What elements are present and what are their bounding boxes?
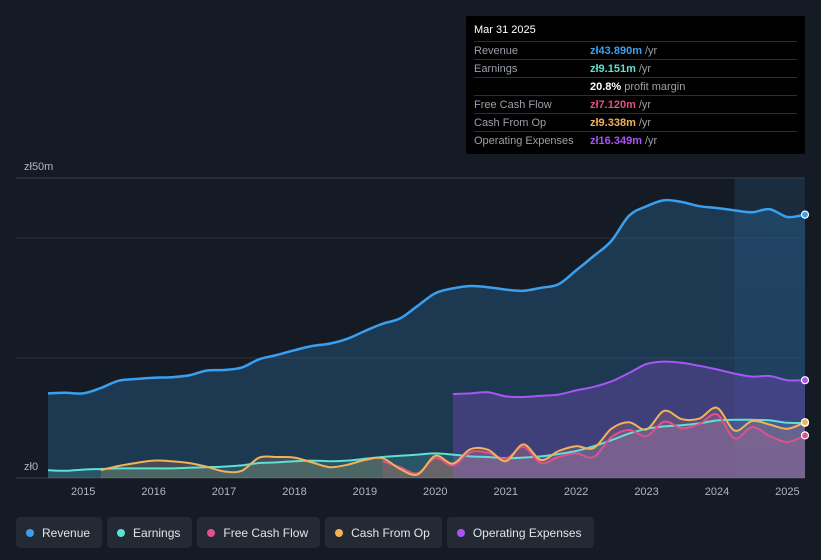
x-tick-label: 2021 [493,486,517,498]
x-tick-label: 2017 [212,486,236,498]
legend-label: Earnings [133,525,181,540]
series-lines [47,198,806,476]
cash-from-op-area [100,407,806,478]
tooltip-row-operating-expenses: Operating Expenses zł16.349m /yr [474,132,797,149]
operating-expenses-line [452,360,806,399]
series-areas [48,200,806,478]
legend-item-revenue[interactable]: Revenue [16,517,103,548]
tooltip-unit: /yr [638,98,652,111]
tooltip-row-earnings: Earnings zł9.151m /yr [474,60,797,78]
revenue-area [48,200,805,478]
legend-item-free-cash-flow[interactable]: Free Cash Flow [197,517,321,548]
tooltip-unit: profit margin [624,80,686,93]
operating-expenses-endpoint [800,376,810,385]
tooltip-value: zł43.890m [590,44,642,57]
x-axis-ticks: 2015 2016 2017 2018 2019 2020 2021 2022 2023 2024… [71,486,800,498]
tooltip-value: zł7.120m [590,98,636,111]
legend: Revenue Earnings Free Cash Flow Cash Fro… [16,517,594,548]
legend-item-earnings[interactable]: Earnings [107,517,193,548]
free-cash-flow-line [382,413,806,475]
tooltip-unit: /yr [644,134,658,147]
x-tick-label: 2015 [71,486,95,498]
x-tick-label: 2020 [423,486,447,498]
legend-item-operating-expenses[interactable]: Operating Expenses [446,517,594,548]
tooltip: Mar 31 2025 Revenue zł43.890m /yr Earnin… [466,16,805,154]
tooltip-label: Earnings [474,62,518,75]
legend-dot-icon [117,528,126,537]
x-tick-label: 2022 [564,486,588,498]
tooltip-row-free-cash-flow: Free Cash Flow zł7.120m /yr [474,96,797,114]
tooltip-label: Revenue [474,44,519,57]
cash-from-op-endpoint [800,418,810,427]
x-tick-label: 2025 [775,486,799,498]
legend-label: Revenue [42,525,91,540]
revenue-endpoint [800,210,810,219]
y-axis-zero-label: zł0 [24,461,38,473]
legend-item-cash-from-op[interactable]: Cash From Op [325,517,442,548]
operating-expenses-area [452,361,805,478]
tooltip-unit: /yr [644,44,658,57]
free-cash-flow-area [382,414,805,478]
legend-label: Free Cash Flow [223,525,309,540]
cash-from-op-line [100,406,806,476]
tooltip-label: Cash From Op [474,116,547,129]
y-axis-top-label: zł50m [24,161,53,173]
tooltip-value: 20.8% [590,80,622,93]
tooltip-label: Free Cash Flow [474,98,552,111]
earnings-area [48,419,805,478]
earnings-line [47,418,806,472]
tooltip-date: Mar 31 2025 [474,24,797,42]
tooltip-value: zł9.151m [590,62,636,75]
tooltip-row-cash-from-op: Cash From Op zł9.338m /yr [474,114,797,132]
x-tick-label: 2023 [634,486,658,498]
tooltip-row-revenue: Revenue zł43.890m /yr [474,42,797,60]
revenue-line [47,198,806,395]
tooltip-unit: /yr [638,62,652,75]
tooltip-row-profit-margin: 20.8% profit margin [474,78,797,96]
series-endpoints [800,210,810,440]
legend-dot-icon [26,528,34,537]
tooltip-label: Operating Expenses [474,134,574,147]
x-tick-label: 2016 [141,486,165,498]
x-tick-label: 2019 [353,486,377,498]
legend-dot-icon [207,528,216,537]
legend-label: Cash From Op [351,525,430,540]
tooltip-value: zł16.349m [590,134,642,147]
tooltip-unit: /yr [638,116,652,129]
tooltip-value: zł9.338m [590,116,636,129]
legend-label: Operating Expenses [472,525,582,540]
x-tick-label: 2024 [705,486,729,498]
free-cash-flow-endpoint [800,431,810,440]
legend-dot-icon [456,528,465,537]
legend-dot-icon [335,528,344,537]
x-tick-label: 2018 [282,486,306,498]
